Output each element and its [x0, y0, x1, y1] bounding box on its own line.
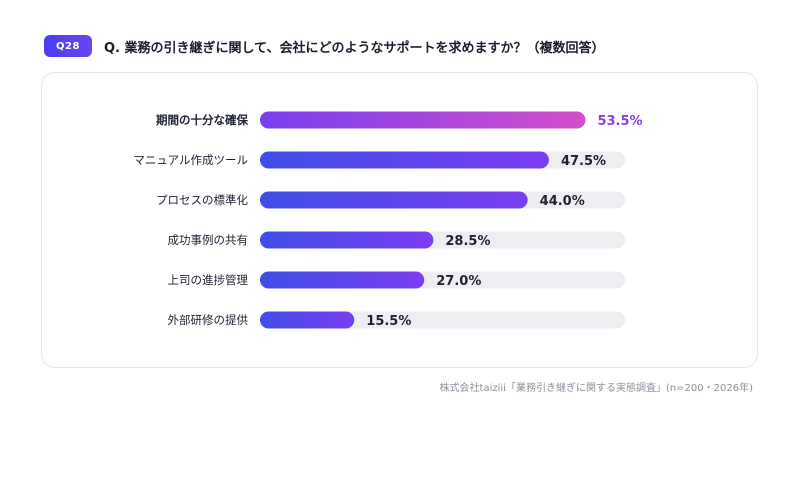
value-label: 53.5%: [597, 114, 642, 129]
value-label: 27.0%: [436, 274, 481, 289]
question-badge: Q28: [44, 35, 92, 57]
question-title: Q. 業務の引き継ぎに関して、会社にどのようなサポートを求めますか？（複数回答）: [104, 40, 605, 56]
bar: [260, 111, 586, 129]
value-label: 44.0%: [540, 194, 585, 209]
question-header: Q28 Q. 業務の引き継ぎに関して、会社にどのようなサポートを求めますか？（複…: [44, 34, 604, 58]
category-label: 期間の十分な確保: [156, 113, 248, 127]
category-label: プロセスの標準化: [156, 193, 248, 207]
value-label: 15.5%: [366, 314, 411, 329]
bar: [260, 191, 528, 209]
category-label: 上司の進捗管理: [168, 273, 249, 287]
value-label: 47.5%: [561, 154, 606, 169]
value-label: 28.5%: [445, 234, 490, 249]
bar: [260, 231, 434, 249]
bar: [260, 151, 549, 169]
source-note: 株式会社taiziii「業務引き継ぎに関する実態調査」(n=200・2026年): [439, 383, 753, 394]
category-label: 外部研修の提供: [168, 313, 249, 327]
category-label: 成功事例の共有: [168, 233, 249, 247]
chart-card: 期間の十分な確保 53.5% マニュアル作成ツール 47.5% プロセスの標準化 44.0…: [41, 72, 758, 368]
bar: [260, 271, 425, 289]
bar-chart: 期間の十分な確保 53.5% マニュアル作成ツール 47.5% プロセスの標準化 44.0…: [133, 111, 643, 329]
category-label: マニュアル作成ツール: [133, 153, 248, 167]
bar: [260, 311, 355, 329]
